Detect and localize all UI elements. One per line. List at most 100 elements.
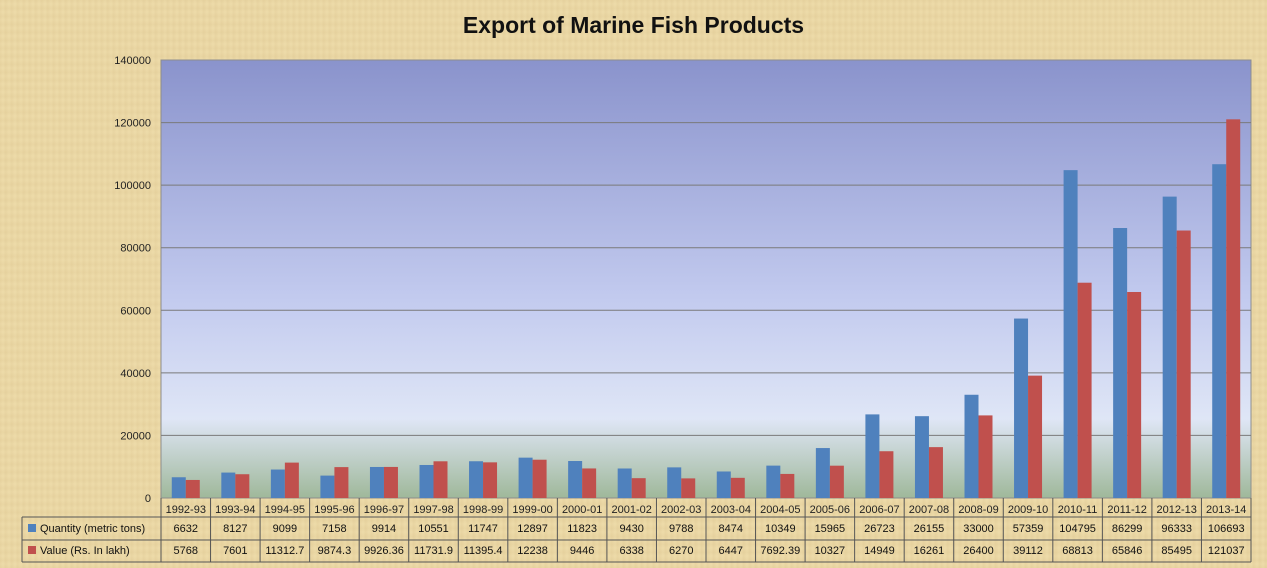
data-label: 39112 xyxy=(1013,545,1043,557)
bar-value xyxy=(582,468,597,498)
bar-quantity xyxy=(766,465,781,498)
bar-quantity xyxy=(716,471,731,498)
y-tick-label: 20000 xyxy=(120,430,151,442)
bar-quantity xyxy=(1113,228,1128,498)
bar-value xyxy=(1028,375,1043,498)
legend-label-quantity: Quantity (metric tons) xyxy=(40,523,145,535)
bar-quantity xyxy=(865,414,880,498)
bar-value xyxy=(631,478,646,498)
data-label: 7601 xyxy=(223,545,247,557)
bar-quantity xyxy=(568,461,583,498)
data-label: 8127 xyxy=(223,523,247,535)
data-label: 7158 xyxy=(322,523,346,535)
data-label: 33000 xyxy=(963,523,994,535)
x-category-label: 2010-11 xyxy=(1058,504,1098,516)
bar-value xyxy=(1077,282,1092,498)
y-tick-label: 60000 xyxy=(120,305,151,317)
bar-quantity xyxy=(221,472,236,498)
data-label: 12897 xyxy=(517,523,548,535)
x-category-label: 1998-99 xyxy=(463,504,503,516)
x-category-label: 2003-04 xyxy=(711,504,751,516)
x-category-label: 2006-07 xyxy=(859,504,899,516)
bar-value xyxy=(284,462,299,498)
bar-value xyxy=(383,466,398,498)
data-table: 1992-93 1993-94 1994-95 1995-96 1996-97 1997-… xyxy=(21,498,1252,563)
data-label: 11312.7 xyxy=(265,545,304,557)
y-tick-label: 120000 xyxy=(114,118,151,130)
bar-value xyxy=(978,415,993,498)
bar-quantity xyxy=(815,448,830,498)
legend-key-quantity xyxy=(28,524,36,532)
bar-quantity xyxy=(1212,164,1227,499)
x-category-label: 1996-97 xyxy=(364,504,404,516)
bar-quantity xyxy=(320,475,335,498)
x-category-label: 2001-02 xyxy=(611,504,651,516)
bar-value xyxy=(235,474,250,498)
data-label: 121037 xyxy=(1208,545,1245,557)
x-category-label: 1993-94 xyxy=(215,504,255,516)
bar-value xyxy=(681,478,696,498)
data-label: 65846 xyxy=(1112,545,1143,557)
data-label: 14949 xyxy=(864,545,895,557)
x-category-label: 2011-12 xyxy=(1107,504,1147,516)
legend-label-value: Value (Rs. In lakh) xyxy=(40,545,130,557)
data-label: 104795 xyxy=(1059,523,1096,535)
bar-value xyxy=(1226,119,1241,499)
x-category-label: 2000-01 xyxy=(562,504,602,516)
data-label: 11823 xyxy=(567,523,597,535)
bar-value xyxy=(928,447,943,498)
bar-value xyxy=(780,473,795,498)
data-label: 7692.39 xyxy=(760,545,800,557)
bar-quantity xyxy=(270,469,285,498)
bar-quantity xyxy=(1162,196,1177,498)
x-category-label: 1999-00 xyxy=(512,504,552,516)
bar-value xyxy=(1176,230,1191,499)
data-label: 9874.3 xyxy=(318,545,352,557)
x-category-label: 1992-93 xyxy=(166,504,206,516)
data-label: 9914 xyxy=(372,523,396,535)
bar-value xyxy=(1127,291,1142,498)
bar-quantity xyxy=(419,464,434,498)
bar-quantity xyxy=(914,416,929,498)
bar-value xyxy=(433,461,448,498)
data-label: 5768 xyxy=(174,545,198,557)
data-label: 6632 xyxy=(174,523,198,535)
bar-value xyxy=(483,462,498,498)
data-label: 26155 xyxy=(914,523,945,535)
chart-title: Export of Marine Fish Products xyxy=(462,12,805,38)
data-label: 9430 xyxy=(619,523,643,535)
data-label: 6447 xyxy=(719,545,743,557)
data-label: 10349 xyxy=(765,523,796,535)
x-category-label: 2013-14 xyxy=(1206,504,1246,516)
data-label: 26723 xyxy=(864,523,895,535)
y-tick-label: 80000 xyxy=(120,243,151,255)
bar-quantity xyxy=(667,467,682,498)
bar-value xyxy=(879,451,894,498)
x-category-label: 2009-10 xyxy=(1008,504,1048,516)
bars xyxy=(171,119,1241,499)
data-label: 106693 xyxy=(1208,523,1245,535)
data-label: 68813 xyxy=(1062,545,1093,557)
x-category-label: 2012-13 xyxy=(1156,504,1196,516)
legend-key-value xyxy=(28,546,36,554)
bar-quantity xyxy=(1063,170,1078,498)
data-label: 85495 xyxy=(1161,545,1192,557)
y-tick-label: 100000 xyxy=(114,180,151,192)
bar-quantity xyxy=(1014,318,1029,498)
data-label: 57359 xyxy=(1013,523,1044,535)
bar-value xyxy=(829,465,844,498)
data-label: 11747 xyxy=(468,523,498,535)
x-category-label: 2005-06 xyxy=(810,504,850,516)
bar-value xyxy=(334,467,349,498)
data-label: 10327 xyxy=(815,545,846,557)
data-label: 16261 xyxy=(914,545,945,557)
bar-quantity xyxy=(518,457,533,498)
y-axis: 0 20000 40000 60000 80000 100000 120000 140000 xyxy=(114,55,151,505)
bar-quantity xyxy=(469,461,484,498)
x-category-label: 1995-96 xyxy=(314,504,354,516)
bar-quantity xyxy=(964,394,979,498)
y-tick-label: 0 xyxy=(145,493,151,505)
y-tick-label: 40000 xyxy=(120,368,151,380)
bar-quantity xyxy=(617,468,632,498)
